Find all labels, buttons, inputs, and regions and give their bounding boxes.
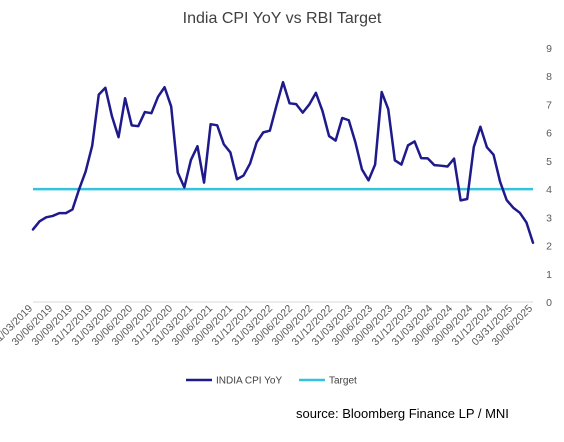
y-tick-label: 7: [546, 99, 552, 111]
y-tick-label: 2: [546, 241, 552, 253]
y-tick-label: 9: [546, 43, 552, 55]
source-note: source: Bloomberg Finance LP / MNI: [296, 406, 509, 421]
y-tick-label: 1: [546, 269, 552, 281]
series-line-india-cpi-yoy: [31, 80, 535, 244]
legend-label-target: Target: [329, 376, 357, 387]
chart-title: India CPI YoY vs RBI Target: [182, 10, 382, 27]
y-axis: 0 1 2 3 4 5 6 7 8 9: [546, 43, 552, 309]
series-layer: [31, 80, 535, 244]
y-tick-label: 0: [546, 297, 552, 309]
y-tick-label: 5: [546, 156, 552, 168]
x-axis: 31/03/201930/06/201930/09/201931/12/2019…: [0, 301, 535, 348]
y-tick-label: 4: [546, 184, 552, 196]
legend: INDIA CPI YoY Target: [186, 376, 357, 387]
y-tick-label: 8: [546, 71, 552, 83]
y-tick-label: 3: [546, 212, 552, 224]
y-tick-label: 6: [546, 128, 552, 140]
legend-label-india-cpi-yoy: INDIA CPI YoY: [216, 376, 282, 387]
